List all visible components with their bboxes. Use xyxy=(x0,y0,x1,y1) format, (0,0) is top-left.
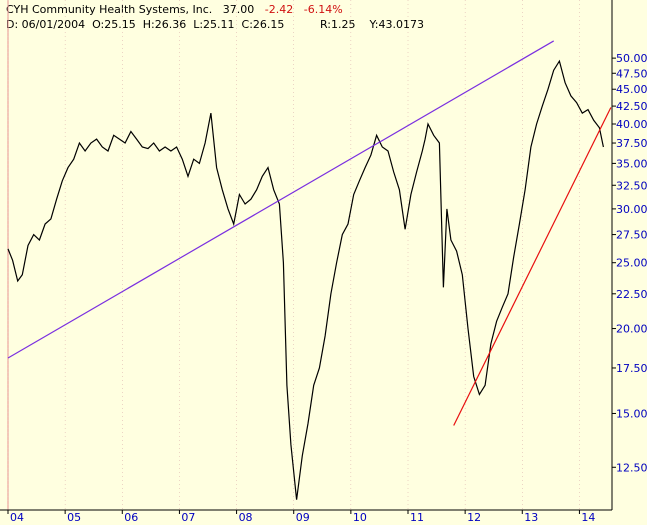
cursor-readout: R:1.25 Y:43.0173 xyxy=(320,18,424,31)
y-tick-label: 50.00 xyxy=(616,52,647,65)
y-tick-label: 42.50 xyxy=(616,100,647,113)
high-value: H:26.36 xyxy=(142,18,187,31)
y-tick-label: 12.50 xyxy=(616,461,647,474)
open-value: O:25.15 xyxy=(92,18,136,31)
y-tick-label: 20.00 xyxy=(616,323,647,336)
x-tick-label: 08 xyxy=(239,511,253,524)
y-tick-label: 32.50 xyxy=(616,179,647,192)
company-name: Community Health Systems, Inc. xyxy=(31,3,213,16)
x-tick-label: 10 xyxy=(353,511,367,524)
x-tick-label: 05 xyxy=(67,511,81,524)
x-tick-label: 09 xyxy=(296,511,310,524)
x-tick-label: 14 xyxy=(581,511,595,524)
ratio-value: R:1.25 xyxy=(320,18,356,31)
x-tick-label: 04 xyxy=(10,511,24,524)
y-tick-label: 17.50 xyxy=(616,362,647,375)
y-value: Y:43.0173 xyxy=(369,18,424,31)
y-tick-label: 30.00 xyxy=(616,203,647,216)
y-tick-label: 45.00 xyxy=(616,83,647,96)
price-change-pct: -6.14% xyxy=(303,3,343,16)
purple-trendline xyxy=(7,40,555,359)
close-value: C:26.15 xyxy=(241,18,285,31)
x-tick-label: 12 xyxy=(467,511,481,524)
y-axis-ticks: 50.00 47.50 45.00 42.50 40.00 37.50 35.00 32.50… xyxy=(612,52,647,474)
y-tick-label: 47.50 xyxy=(616,67,647,80)
y-tick-label: 35.00 xyxy=(616,157,647,170)
red-trendline xyxy=(453,107,612,426)
low-value: L:25.11 xyxy=(193,18,235,31)
last-price: 37.00 xyxy=(222,3,255,16)
price-series-line xyxy=(7,59,604,500)
x-tick-label: 07 xyxy=(181,511,195,524)
y-tick-label: 40.00 xyxy=(616,118,647,131)
ohlc-line: D: 06/01/2004 O:25.15 H:26.36 L:25.11 C:… xyxy=(6,18,284,31)
price-change: -2.42 xyxy=(264,3,294,16)
trendline-layer xyxy=(7,40,612,426)
y-tick-label: 25.00 xyxy=(616,257,647,270)
series-layer xyxy=(7,59,604,500)
x-tick-label: 06 xyxy=(124,511,138,524)
y-tick-label: 22.50 xyxy=(616,288,647,301)
x-tick-label: 13 xyxy=(524,511,538,524)
y-tick-label: 15.00 xyxy=(616,407,647,420)
x-axis-ticks: 04 05 06 07 08 09 10 11 12 13 14 xyxy=(7,0,595,524)
y-tick-label: 27.50 xyxy=(616,229,647,242)
x-tick-label: 11 xyxy=(410,511,424,524)
ticker-symbol: CYH xyxy=(6,3,29,16)
y-tick-label: 37.50 xyxy=(616,137,647,150)
title-line: CYH Community Health Systems, Inc. 37.00… xyxy=(6,3,343,16)
bar-date: D: 06/01/2004 xyxy=(6,18,86,31)
